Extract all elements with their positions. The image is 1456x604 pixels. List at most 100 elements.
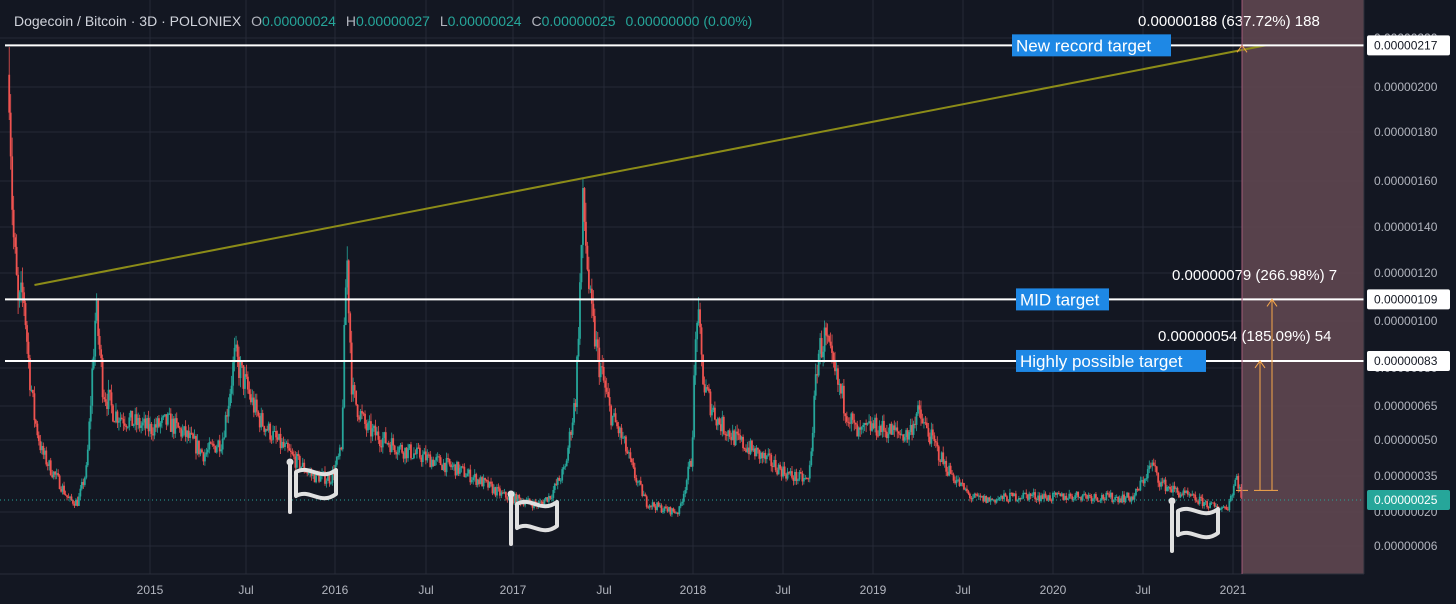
candle-body <box>731 430 734 441</box>
candle-body <box>181 430 184 437</box>
candle-body <box>424 451 427 461</box>
candle-body <box>279 433 282 448</box>
candle-body <box>734 431 737 446</box>
candle-body <box>905 430 908 438</box>
candle-body <box>1003 493 1005 499</box>
flag-marker[interactable] <box>507 490 559 546</box>
candle-body <box>752 448 755 451</box>
candle-body <box>330 482 332 484</box>
candle-body <box>166 413 169 425</box>
candle-body <box>767 453 770 456</box>
candle-body <box>1152 462 1155 466</box>
candle-body <box>504 491 507 498</box>
candle-body <box>1173 485 1176 490</box>
trendline[interactable] <box>34 44 1266 286</box>
candle-body <box>994 499 997 503</box>
candle-body <box>559 480 562 482</box>
candle-body <box>33 393 36 421</box>
candle-body <box>549 495 552 499</box>
candle-body <box>897 431 900 434</box>
candle-body <box>378 439 381 446</box>
candle-body <box>841 385 844 394</box>
candle-body <box>393 445 396 453</box>
candle-body <box>27 341 30 359</box>
candle-body <box>693 375 696 438</box>
candle-body <box>789 471 792 474</box>
candle-body <box>289 450 292 453</box>
candle-body <box>300 466 303 469</box>
candle-body <box>1203 502 1206 507</box>
price-tag-text: 0.00000109 <box>1374 292 1438 306</box>
candle-body <box>1040 495 1042 502</box>
candle-body <box>1201 497 1204 507</box>
candle-body <box>943 460 946 464</box>
candle-body <box>1062 493 1065 500</box>
candle-body <box>1136 488 1139 490</box>
candle-body <box>770 454 773 467</box>
candle-body <box>134 414 137 425</box>
candle-body <box>1228 501 1231 511</box>
candle-body <box>699 309 701 328</box>
flag-marker[interactable] <box>286 458 338 514</box>
candle-body <box>435 457 438 461</box>
candle-body <box>1179 494 1182 498</box>
candle-body <box>230 385 233 394</box>
candle-body <box>77 496 80 506</box>
candle-body <box>1010 492 1013 494</box>
candle-body <box>21 282 24 293</box>
measure-arrow <box>1266 298 1278 307</box>
candle-body <box>430 459 433 468</box>
candle-body <box>515 493 518 504</box>
candle-body <box>1198 496 1201 504</box>
candle-body <box>749 440 752 455</box>
candle-body <box>1031 494 1034 497</box>
candle-body <box>607 391 610 397</box>
candle-body <box>814 374 817 396</box>
candle-body <box>971 497 974 499</box>
measure-text: 0.00000079 (266.98%) 7 <box>1172 267 1337 284</box>
candle-body <box>331 470 334 483</box>
candle-body <box>688 460 691 467</box>
candle-body <box>461 466 464 468</box>
candle-body <box>1197 501 1200 504</box>
candle-body <box>246 376 249 390</box>
candle-body <box>223 437 226 439</box>
candle-body <box>1108 494 1111 498</box>
candle-body <box>153 424 156 436</box>
candle-body <box>705 387 707 393</box>
candle-body <box>848 422 851 424</box>
candle-body <box>728 430 731 437</box>
candle-body <box>1209 502 1211 508</box>
candle-body <box>444 462 446 473</box>
measurements: 0.00000188 (637.72%) 188 0.00000079 (266.… <box>1138 13 1337 491</box>
flag-markers <box>286 458 1220 553</box>
candle-body <box>679 503 682 507</box>
candle-body <box>911 425 913 435</box>
candle-body <box>358 417 360 420</box>
candle-body <box>423 451 426 455</box>
candle-body <box>89 405 92 422</box>
candle-body <box>660 505 663 513</box>
target-label-bg <box>1012 34 1171 57</box>
candle-body <box>737 433 740 436</box>
candle-body <box>795 471 798 481</box>
candle-body <box>11 156 14 210</box>
candle-body <box>414 453 417 455</box>
candle-body <box>598 347 601 378</box>
candle-body <box>887 433 890 439</box>
candle-body <box>1112 500 1115 502</box>
candle-body <box>1206 501 1209 508</box>
candle-body <box>287 442 289 449</box>
candle-body <box>1178 492 1180 498</box>
candle-body <box>751 440 753 451</box>
candle-body <box>570 431 572 435</box>
candle-body <box>57 473 60 476</box>
flag-marker[interactable] <box>1168 497 1220 553</box>
candle-body <box>70 496 73 501</box>
candle-body <box>966 488 968 492</box>
candle-body <box>128 417 131 427</box>
candle-body <box>915 413 918 425</box>
candle-body <box>34 420 37 424</box>
candle-body <box>144 418 147 429</box>
